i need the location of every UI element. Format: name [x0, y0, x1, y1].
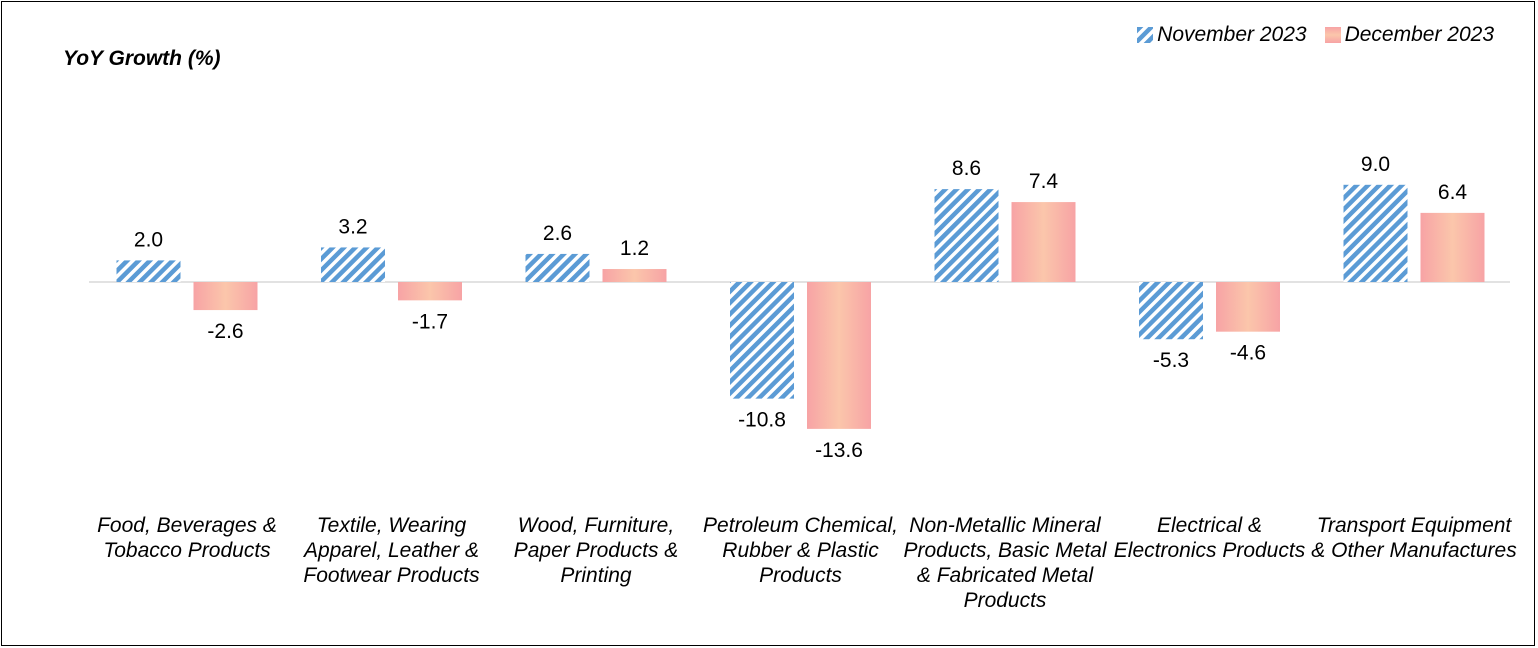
legend: November 2023 December 2023 [1119, 23, 1494, 47]
value-label-november-3: -10.8 [738, 409, 786, 432]
category-label-4: Non-Metallic Mineral Products, Basic Met… [903, 514, 1107, 612]
bar-december-3 [807, 282, 871, 429]
value-label-december-2: 1.2 [620, 237, 649, 260]
value-label-november-6: 9.0 [1361, 153, 1390, 176]
value-label-december-5: -4.6 [1230, 342, 1266, 365]
bar-november-5 [1139, 282, 1203, 340]
legend-item-november: November 2023 [1137, 23, 1307, 47]
legend-item-december: December 2023 [1324, 23, 1494, 47]
bar-november-3 [730, 282, 794, 399]
legend-label-december: December 2023 [1344, 23, 1494, 46]
value-label-november-4: 8.6 [952, 157, 981, 180]
value-label-november-5: -5.3 [1153, 349, 1189, 372]
category-label-3: Petroleum Chemical, Rubber & Plastic Pro… [703, 514, 898, 587]
category-label-0: Food, Beverages & Tobacco Products [97, 514, 277, 562]
y-axis-label: YoY Growth (%) [63, 47, 221, 70]
bar-december-0 [193, 282, 258, 311]
bar-november-2 [525, 253, 590, 282]
bar-december-6 [1420, 212, 1485, 282]
category-label-1: Textile, Wearing Apparel, Leather & Foot… [303, 514, 480, 587]
value-label-november-2: 2.6 [543, 222, 572, 245]
bar-december-1 [398, 282, 462, 301]
bar-november-6 [1343, 184, 1408, 282]
bar-november-0 [116, 260, 181, 282]
value-label-november-0: 2.0 [134, 228, 163, 251]
legend-swatch-november [1137, 27, 1154, 43]
category-label-2: Wood, Furniture, Paper Products & Printi… [513, 514, 679, 587]
bar-december-2 [602, 269, 667, 282]
bars [116, 184, 1485, 429]
value-label-december-4: 7.4 [1029, 170, 1059, 193]
value-label-december-1: -1.7 [412, 310, 448, 333]
value-label-november-1: 3.2 [338, 215, 367, 238]
category-label-5: Electrical & Electronics Products [1113, 514, 1306, 562]
bar-november-1 [321, 247, 385, 282]
bar-december-5 [1216, 282, 1280, 332]
legend-swatch-december [1324, 27, 1341, 43]
category-label-6: Transport Equipment & Other Manufactures [1311, 514, 1517, 562]
bar-december-4 [1011, 202, 1076, 282]
bar-november-4 [934, 189, 999, 282]
value-label-december-0: -2.6 [207, 320, 243, 343]
value-labels: 2.0 -2.6 3.2 -1.7 2.6 1.2 -10.8 -13.6 8.6 7.4 -5.3… [134, 153, 1468, 462]
legend-label-november: November 2023 [1157, 23, 1307, 46]
value-label-december-3: -13.6 [815, 439, 863, 462]
value-label-december-6: 6.4 [1438, 181, 1468, 204]
